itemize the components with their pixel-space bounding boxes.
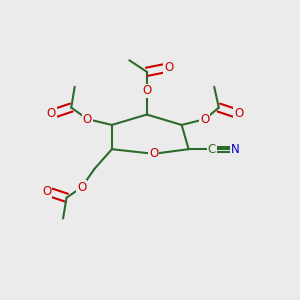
Text: O: O xyxy=(77,181,86,194)
Text: O: O xyxy=(42,185,51,198)
Text: O: O xyxy=(83,113,92,126)
Text: C: C xyxy=(208,143,216,156)
Text: O: O xyxy=(47,107,56,120)
Text: O: O xyxy=(149,147,158,160)
Text: O: O xyxy=(142,85,152,98)
Text: O: O xyxy=(234,107,243,120)
Text: N: N xyxy=(231,143,239,156)
Text: O: O xyxy=(200,113,209,126)
Text: O: O xyxy=(164,61,173,74)
